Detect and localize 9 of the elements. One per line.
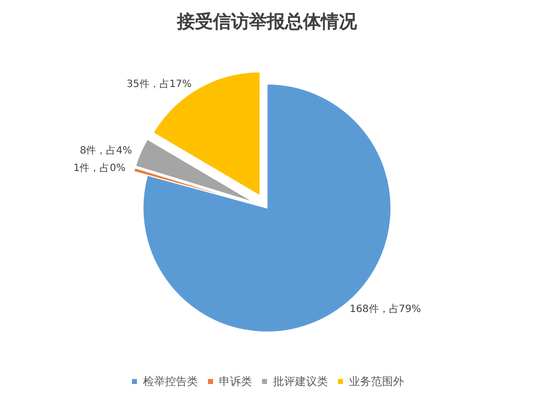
data-label: 168件，占79% bbox=[350, 303, 421, 316]
legend-label: 检举控告类 bbox=[143, 375, 198, 388]
data-label: 8件，占4% bbox=[80, 144, 132, 156]
chart-title: 接受信访举报总体情况 bbox=[176, 12, 358, 32]
legend-label: 业务范围外 bbox=[349, 375, 404, 388]
data-label: 35件，占17% bbox=[126, 78, 192, 90]
data-label: 1件，占0% bbox=[73, 162, 126, 174]
legend-label: 申诉类 bbox=[219, 375, 252, 388]
legend-label: 批评建议类 bbox=[273, 375, 328, 388]
